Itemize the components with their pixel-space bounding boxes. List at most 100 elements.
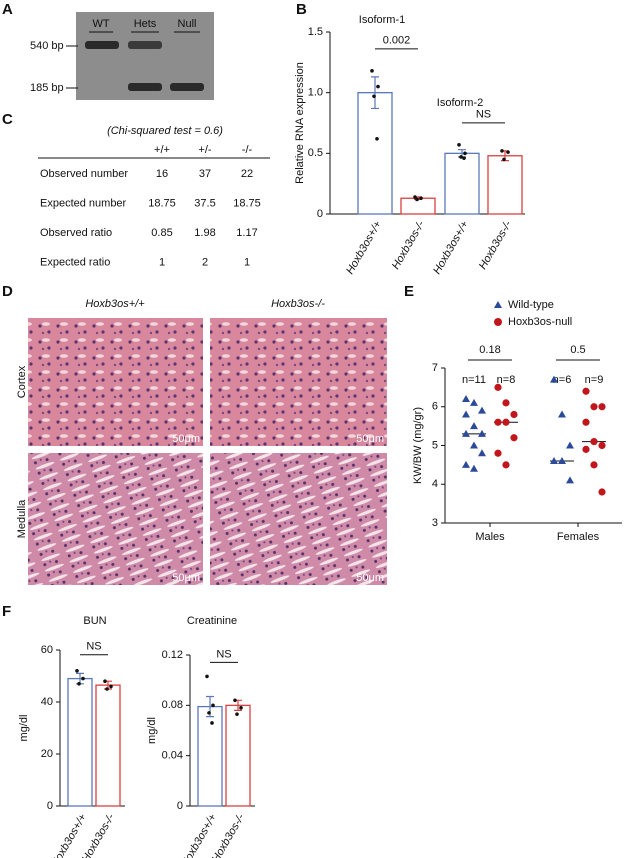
data-point (566, 441, 574, 449)
data-point (210, 721, 214, 725)
data-point (598, 403, 606, 411)
data-point (77, 682, 81, 686)
n-label: n=9 (585, 374, 604, 386)
data-point (558, 410, 566, 418)
y-tick-label: 5 (432, 439, 438, 451)
data-point (413, 195, 417, 199)
y-tick-label: 3 (432, 517, 438, 529)
gel-band (128, 41, 162, 49)
table-cell: 16 (156, 168, 168, 180)
data-point (462, 429, 470, 437)
y-tick-label: 40 (41, 696, 53, 708)
chart-title: Creatinine (187, 615, 237, 627)
scale-bar: 50μm (172, 572, 200, 584)
y-tick-label: 1.0 (308, 87, 323, 99)
lane-label: WT (92, 18, 109, 30)
data-point (502, 157, 506, 162)
panel-label: B (296, 1, 307, 18)
data-point (478, 406, 486, 414)
table-header: +/+ (154, 144, 170, 156)
data-point (462, 460, 470, 468)
x-tick-label: Females (557, 531, 600, 543)
y-axis-label: KW/BW (mg/gr) (412, 407, 424, 484)
y-tick-label: 7 (432, 362, 438, 374)
bar (197, 705, 223, 807)
table-cell: 18.75 (233, 197, 261, 209)
data-point (75, 669, 79, 673)
data-point (233, 698, 237, 703)
data-point (470, 398, 478, 406)
lane-label: Hets (134, 18, 157, 30)
n-label: n=8 (497, 374, 516, 386)
table-cell: 22 (241, 168, 253, 180)
table-row-label: Observed ratio (40, 227, 112, 239)
data-point (558, 457, 566, 464)
data-point (478, 429, 486, 437)
y-axis-label: Relative RNA expression (294, 62, 306, 184)
table-cell: 37.5 (194, 197, 215, 209)
y-tick-label: 0.08 (162, 699, 183, 711)
data-point (598, 488, 606, 496)
comparison-label: NS (86, 641, 101, 653)
data-point (550, 457, 558, 464)
y-tick-label: 0 (47, 800, 53, 812)
legend-label: Hoxb3os-null (508, 316, 572, 328)
bar (357, 92, 393, 215)
data-point (207, 711, 211, 715)
table-caption: (Chi-squared test = 0.6) (107, 125, 223, 137)
scale-bar: 50μm (356, 572, 384, 584)
data-point (470, 464, 478, 472)
data-point (494, 418, 502, 426)
gel-band (85, 41, 119, 49)
data-point (462, 156, 466, 160)
data-point (103, 679, 107, 683)
data-point (478, 449, 486, 457)
data-point (502, 461, 510, 469)
n-label: n=11 (462, 374, 486, 386)
data-point (598, 441, 606, 450)
chart-title: Isoform-2 (437, 97, 483, 109)
x-tick-label: Hoxb3os-/- (390, 219, 427, 272)
data-point (502, 399, 510, 407)
data-point (235, 712, 239, 716)
data-point (105, 687, 109, 691)
n-label: n=6 (553, 374, 572, 386)
gel-band (128, 83, 162, 91)
table-cell: 1 (159, 256, 165, 268)
y-tick-label: 1.5 (308, 26, 323, 38)
bar (225, 704, 251, 807)
legend-label: Wild-type (508, 299, 554, 311)
comparison-label: NS (476, 109, 491, 121)
data-point (462, 410, 470, 418)
scale-bar: 50μm (172, 433, 200, 445)
panel-label: E (404, 283, 414, 300)
histology-image (28, 453, 203, 585)
bar (487, 155, 523, 215)
table-row-label: Observed number (40, 168, 128, 180)
data-point (494, 383, 502, 391)
data-point (590, 403, 598, 411)
data-point (582, 418, 590, 426)
data-point (109, 684, 113, 689)
data-point (582, 445, 590, 453)
chart-title: BUN (83, 615, 106, 627)
x-tick-label: Hoxb3os-/- (477, 219, 514, 272)
data-point (376, 84, 380, 89)
panel-label: A (2, 1, 13, 18)
y-tick-label: 0.04 (162, 750, 183, 762)
data-point (470, 422, 478, 430)
data-point (510, 410, 518, 419)
y-tick-label: 6 (432, 401, 438, 413)
y-axis-label: mg/dl (18, 715, 30, 742)
x-tick-label: Hoxb3os+/+ (344, 218, 384, 276)
legend-marker (494, 301, 502, 308)
data-point (372, 94, 376, 99)
table-cell: 0.85 (151, 227, 172, 239)
data-point (239, 706, 243, 710)
data-point (582, 387, 590, 395)
y-tick-label: 20 (41, 748, 53, 760)
y-tick-label: 0 (177, 800, 183, 812)
bar (95, 684, 121, 807)
comparison-label: 0.18 (479, 344, 500, 356)
data-point (506, 150, 510, 154)
